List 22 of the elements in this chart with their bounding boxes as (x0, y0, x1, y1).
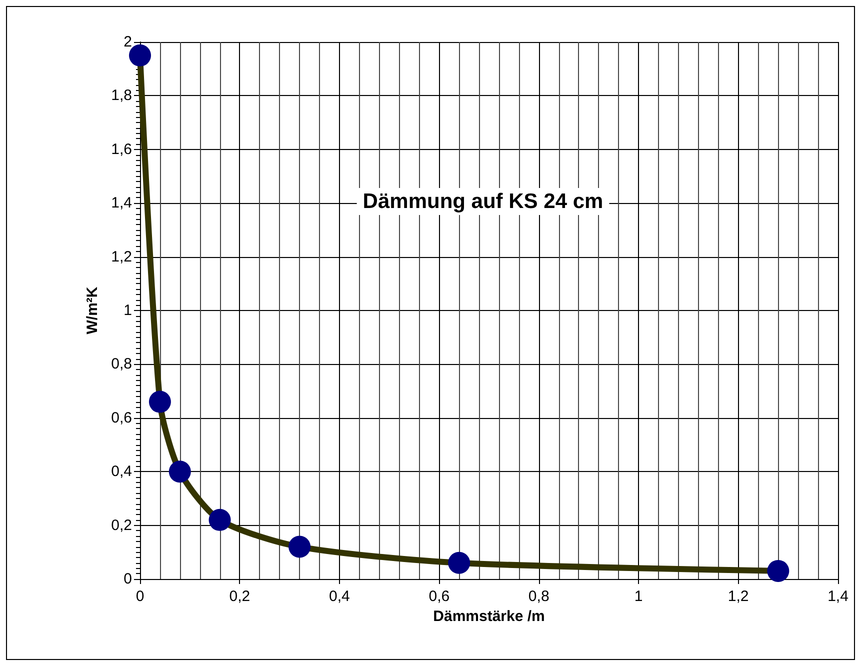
x-tick-label: 1,2 (728, 588, 749, 605)
x-tick-label: 0,4 (329, 588, 350, 605)
x-tick-label: 1,4 (828, 588, 848, 605)
y-tick-label: 0,8 (111, 356, 132, 373)
x-tick-label: 0,2 (229, 588, 250, 605)
text: Dämmung auf KS 24 cm (362, 190, 604, 213)
x-tick-label: 0,8 (528, 588, 550, 605)
x-axis-title: Dämmstärke /m (433, 608, 545, 625)
y-tick-label: 1,4 (111, 194, 132, 212)
y-tick-label: 1,8 (111, 87, 132, 104)
x-tick-label: 0,6 (428, 588, 450, 605)
y-tick-label: 0 (124, 570, 132, 588)
y-tick-label: 0,4 (111, 463, 132, 480)
y-tick-label: 0,2 (111, 516, 132, 534)
y-tick-label: 2 (124, 34, 132, 50)
y-tick-label: 0,6 (111, 409, 132, 426)
x-tick-label: 1 (634, 588, 643, 605)
y-tick-label: 1 (124, 302, 132, 319)
y-tick-label: 1,2 (111, 248, 132, 266)
y-axis-title: W/m²K (84, 286, 101, 334)
y-tick-label: 1,6 (111, 140, 132, 158)
x-tick-label: 0 (136, 588, 144, 605)
